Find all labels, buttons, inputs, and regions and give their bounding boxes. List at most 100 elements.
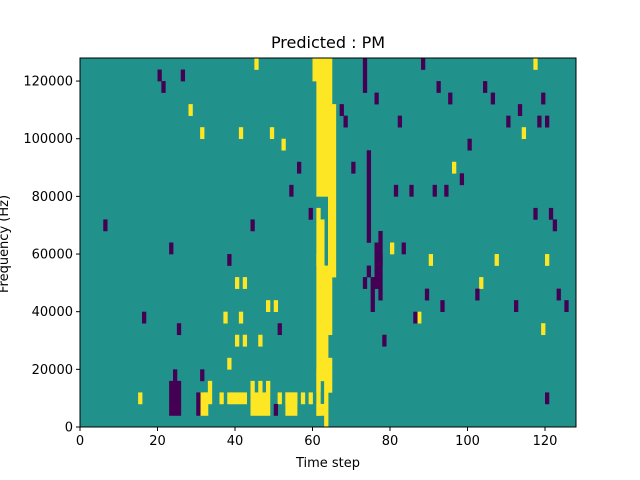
heatmap-cell-low bbox=[545, 392, 550, 405]
heatmap-cell-low bbox=[537, 115, 542, 128]
heatmap-cell-low bbox=[541, 92, 546, 105]
heatmap-cell-high bbox=[316, 58, 321, 197]
heatmap-cell-low bbox=[250, 219, 255, 232]
heatmap-cell-low bbox=[506, 115, 511, 128]
heatmap-cell-low bbox=[397, 115, 403, 128]
y-tick-label: 60000 bbox=[32, 248, 73, 263]
heatmap-cell-high bbox=[316, 207, 321, 416]
heatmap-cell-low bbox=[161, 81, 166, 93]
heatmap-cell-high bbox=[494, 254, 499, 266]
heatmap-cell-high bbox=[235, 392, 240, 405]
heatmap-cell-low bbox=[370, 277, 375, 312]
heatmap-cell-low bbox=[339, 104, 344, 116]
heatmap-cell-high bbox=[285, 392, 290, 405]
heatmap-cell-low bbox=[432, 184, 437, 197]
y-tick-label: 0 bbox=[65, 421, 73, 436]
heatmap-cell-high bbox=[533, 58, 538, 70]
heatmap-cell-low bbox=[548, 207, 554, 220]
heatmap-cell-high bbox=[312, 58, 317, 82]
heatmap-cell-high bbox=[293, 392, 298, 405]
heatmap-cell-high bbox=[289, 392, 294, 405]
heatmap-cell-low bbox=[157, 69, 162, 82]
heatmap-cell-high bbox=[316, 369, 321, 382]
y-axis-title: Frequency (Hz) bbox=[0, 195, 12, 293]
heatmap-cells bbox=[83, 58, 569, 428]
heatmap-cell-low bbox=[483, 81, 488, 93]
heatmap-cell-low bbox=[374, 242, 379, 289]
heatmap-cell-high bbox=[207, 392, 213, 405]
heatmap-cell-high bbox=[258, 380, 263, 416]
x-tick-label: 0 bbox=[76, 434, 84, 449]
heatmap-cell-low bbox=[173, 369, 178, 382]
x-tick-label: 20 bbox=[149, 434, 166, 449]
heatmap-cell-low bbox=[424, 288, 430, 301]
heatmap-cell-low bbox=[176, 323, 182, 336]
heatmap-cell-low bbox=[196, 392, 201, 405]
heatmap-cell-low bbox=[297, 161, 302, 174]
x-tick-label: 60 bbox=[304, 434, 321, 449]
heatmap-cell-high bbox=[207, 380, 213, 393]
heatmap-cell-high bbox=[231, 392, 236, 405]
chart-title: Predicted : PM bbox=[271, 33, 385, 52]
heatmap-cell-low bbox=[103, 219, 108, 232]
heatmap-cell-high bbox=[188, 104, 193, 116]
heatmap-cell-high bbox=[300, 392, 306, 405]
heatmap-cell-high bbox=[541, 323, 546, 336]
heatmap-cell-low bbox=[366, 150, 372, 243]
x-tick-label: 120 bbox=[533, 434, 558, 449]
heatmap-cell-low bbox=[362, 58, 368, 93]
heatmap-cell-high bbox=[227, 357, 232, 370]
heatmap-cell-low bbox=[436, 81, 441, 93]
heatmap-cell-high bbox=[238, 127, 244, 140]
heatmap-cell-high bbox=[242, 334, 248, 347]
heatmap-cell-high bbox=[200, 392, 205, 416]
heatmap-cell-high bbox=[479, 277, 484, 289]
plot-frame bbox=[79, 57, 577, 428]
heatmap-cell-low bbox=[552, 219, 558, 232]
heatmap-cell-high bbox=[521, 127, 527, 140]
heatmap-cell-low bbox=[409, 184, 414, 197]
heatmap-cell-low bbox=[444, 184, 449, 197]
heatmap-cell-high bbox=[242, 392, 248, 405]
heatmap-cell-low bbox=[173, 392, 178, 405]
heatmap-cell-high bbox=[277, 392, 282, 405]
heatmap-cell-high bbox=[262, 392, 267, 416]
heatmap-cell-high bbox=[316, 254, 321, 266]
heatmap-cell-high bbox=[328, 369, 333, 382]
heatmap-cell-low bbox=[564, 300, 569, 312]
heatmap-cell-high bbox=[316, 380, 321, 393]
heatmap-cell-high bbox=[324, 58, 329, 197]
heatmap-cell-high bbox=[273, 300, 279, 312]
heatmap-cell-high bbox=[235, 277, 240, 289]
heatmap-cell-high bbox=[390, 242, 395, 255]
plot-area bbox=[79, 57, 577, 428]
heatmap-cell-low bbox=[440, 300, 445, 312]
heatmap-cell-low bbox=[343, 115, 348, 128]
heatmap-cell-low bbox=[475, 288, 480, 301]
heatmap-cell-high bbox=[324, 265, 329, 428]
x-tick-label: 100 bbox=[455, 434, 480, 449]
x-tick-label: 40 bbox=[227, 434, 244, 449]
heatmap-cell-low bbox=[277, 323, 282, 336]
heatmap-cell-high bbox=[428, 254, 434, 266]
heatmap-cell-high bbox=[328, 58, 333, 336]
heatmap-cell-high bbox=[320, 58, 325, 197]
heatmap-cell-high bbox=[331, 104, 337, 278]
x-axis: 0 20 40 60 80 100 120 bbox=[76, 427, 558, 449]
heatmap-cell-low bbox=[533, 207, 538, 220]
heatmap-cell-high bbox=[242, 277, 248, 289]
heatmap-cell-low bbox=[393, 184, 399, 197]
heatmap-cell-low bbox=[459, 173, 465, 186]
heatmap-cell-high bbox=[266, 380, 271, 416]
heatmap-cell-high bbox=[223, 311, 228, 324]
heatmap-cell-high bbox=[320, 403, 325, 416]
heatmap-cell-high bbox=[545, 254, 550, 266]
heatmap-cell-high bbox=[266, 300, 271, 312]
y-tick-label: 100000 bbox=[23, 132, 73, 147]
heatmap-cell-high bbox=[328, 357, 333, 370]
heatmap-cell-high bbox=[258, 334, 263, 347]
y-tick-label: 20000 bbox=[32, 363, 73, 378]
heatmap-cell-low bbox=[142, 311, 147, 324]
heatmap-cell-low bbox=[180, 69, 186, 82]
